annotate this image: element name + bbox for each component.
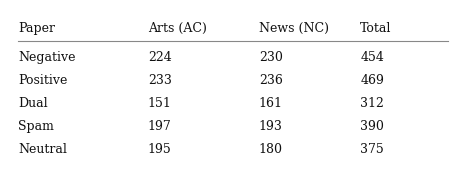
Text: 197: 197 xyxy=(148,120,171,133)
Text: 195: 195 xyxy=(148,143,171,156)
Text: 224: 224 xyxy=(148,51,171,64)
Text: Arts (AC): Arts (AC) xyxy=(148,22,207,35)
Text: 161: 161 xyxy=(259,97,283,110)
Text: Neutral: Neutral xyxy=(18,143,67,156)
Text: 233: 233 xyxy=(148,74,172,87)
Text: Total: Total xyxy=(360,22,392,35)
Text: Paper: Paper xyxy=(18,22,55,35)
Text: 236: 236 xyxy=(259,74,283,87)
Text: 193: 193 xyxy=(259,120,283,133)
Text: 180: 180 xyxy=(259,143,283,156)
Text: 454: 454 xyxy=(360,51,384,64)
Text: 375: 375 xyxy=(360,143,384,156)
Text: Positive: Positive xyxy=(18,74,68,87)
Text: 390: 390 xyxy=(360,120,384,133)
Text: Negative: Negative xyxy=(18,51,76,64)
Text: Spam: Spam xyxy=(18,120,55,133)
Text: 151: 151 xyxy=(148,97,172,110)
Text: 312: 312 xyxy=(360,97,384,110)
Text: News (NC): News (NC) xyxy=(259,22,329,35)
Text: 230: 230 xyxy=(259,51,283,64)
Text: 469: 469 xyxy=(360,74,384,87)
Text: Dual: Dual xyxy=(18,97,48,110)
